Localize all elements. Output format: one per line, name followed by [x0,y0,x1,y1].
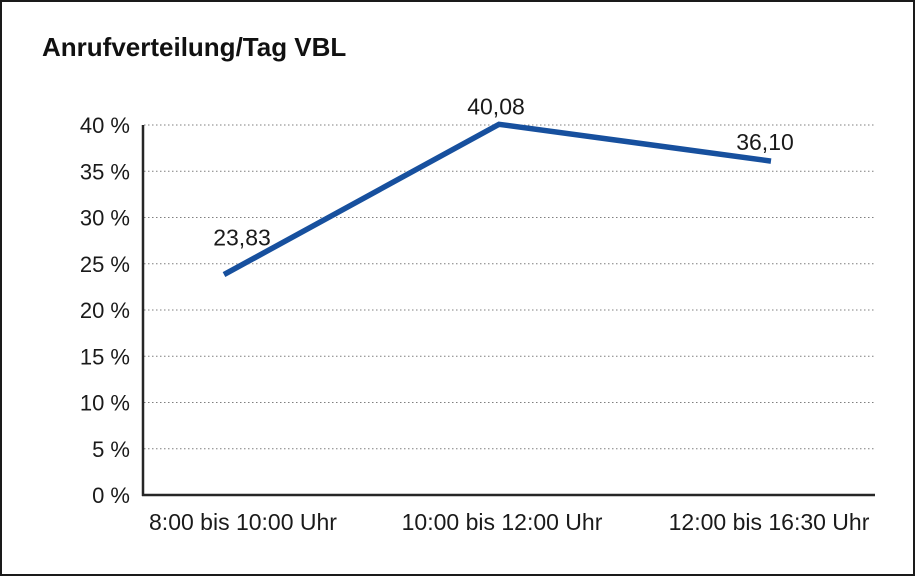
y-tick-label: 25 % [80,252,130,277]
y-tick-label: 40 % [80,113,130,138]
y-tick-label: 30 % [80,206,130,231]
chart-title: Anrufverteilung/Tag VBL [42,32,347,62]
y-tick-label: 10 % [80,391,130,416]
gridlines [144,124,875,450]
x-category-label: 12:00 bis 16:30 Uhr [669,509,870,535]
x-category-label: 10:00 bis 12:00 Uhr [402,509,603,535]
y-tick-label: 20 % [80,298,130,323]
y-tick-label: 5 % [92,437,130,462]
x-category-label: 8:00 bis 10:00 Uhr [149,509,337,535]
data-point-labels: 23,83 40,08 36,10 [213,93,794,250]
axes [141,125,875,497]
data-point-label: 23,83 [213,225,271,251]
y-tick-label: 15 % [80,344,130,369]
x-axis-category-labels: 8:00 bis 10:00 Uhr 10:00 bis 12:00 Uhr 12:… [149,509,870,535]
y-tick-label: 0 % [92,483,130,508]
data-point-label: 36,10 [736,129,794,155]
data-point-label: 40,08 [467,93,525,119]
data-series-line [222,121,772,278]
y-axis-tick-labels: 0 % 5 % 10 % 15 % 20 % 25 % 30 % 35 % 40 % [80,113,130,508]
data-series [222,121,772,278]
y-tick-label: 35 % [80,159,130,184]
